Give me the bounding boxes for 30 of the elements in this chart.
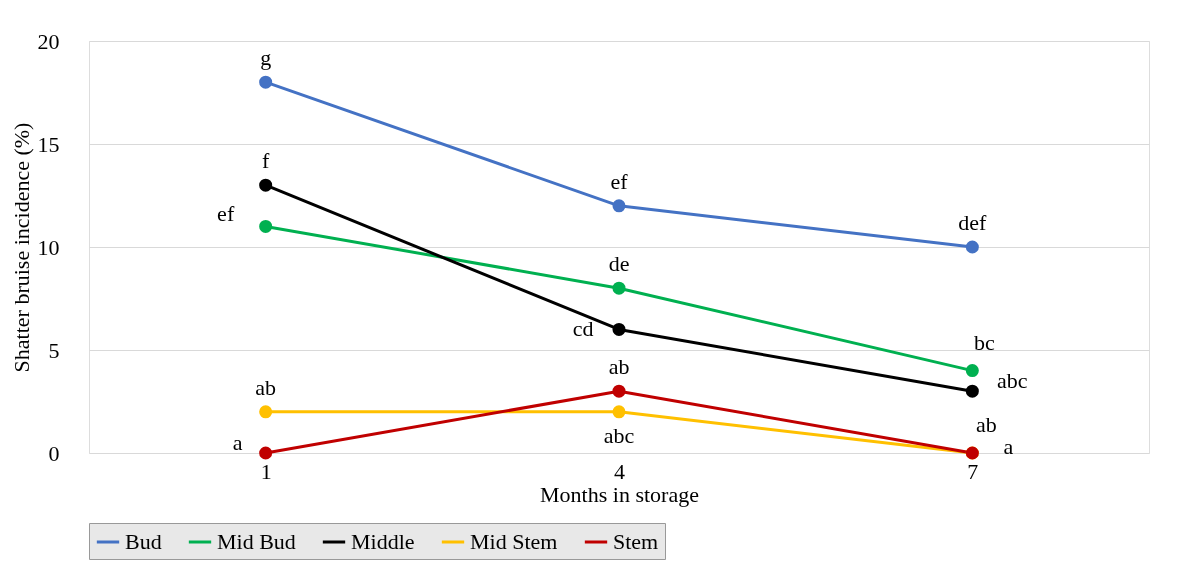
annotation: ab <box>255 374 277 400</box>
annotation: de <box>608 251 630 277</box>
y-tick-label: 20 <box>37 28 60 54</box>
annotation: a <box>1003 434 1014 459</box>
annotation: abc <box>603 422 635 448</box>
y-tick-label: 0 <box>48 440 60 466</box>
annotation: ef <box>610 168 629 194</box>
annotation: ab <box>608 354 630 380</box>
annotation: g <box>260 45 272 71</box>
legend-label: Middle <box>351 529 415 554</box>
annotation: a <box>232 430 243 455</box>
annotation: abc <box>997 368 1028 394</box>
x-axis-title: Months in storage <box>540 481 699 507</box>
annotation: f <box>262 148 270 174</box>
x-tick-label: 1 <box>260 458 272 484</box>
legend-label: Bud <box>125 529 162 554</box>
y-tick-label: 5 <box>48 337 60 363</box>
x-tick-label: 7 <box>967 458 979 484</box>
annotation: ab <box>975 412 997 437</box>
annotation: ef <box>217 201 235 227</box>
y-axis-title: Shatter bruise incidence (%) <box>8 122 34 373</box>
annotation: cd <box>572 316 594 342</box>
legend-label: Mid Stem <box>470 529 558 554</box>
legend-label: Stem <box>613 529 659 554</box>
legend-label: Mid Bud <box>217 529 296 554</box>
y-tick-label: 10 <box>37 234 60 260</box>
x-tick-label: 4 <box>614 458 625 484</box>
annotation: bc <box>973 329 995 355</box>
y-tick-label: 15 <box>37 131 60 157</box>
annotation: def <box>958 210 988 235</box>
